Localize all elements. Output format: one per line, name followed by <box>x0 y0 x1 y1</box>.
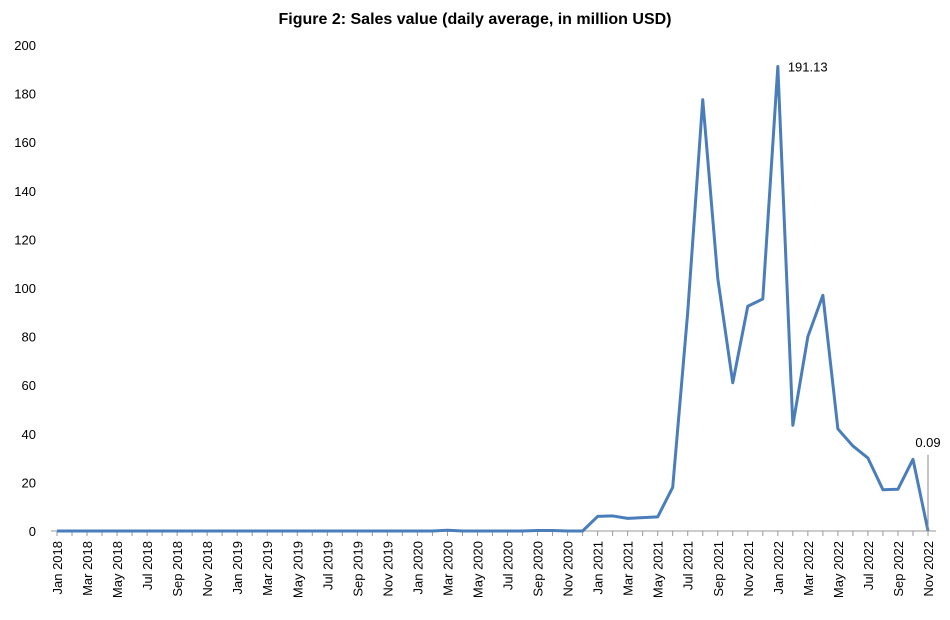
x-tick-label: Jan 2018 <box>50 541 65 595</box>
x-tick-label: Jan 2022 <box>771 541 786 595</box>
x-tick-label: Jan 2019 <box>230 541 245 595</box>
x-tick-label: Jul 2021 <box>681 541 696 590</box>
y-tick-label: 100 <box>14 281 36 296</box>
y-tick-label: 200 <box>14 38 36 53</box>
x-tick-label: Nov 2022 <box>921 541 936 597</box>
y-tick-label: 180 <box>14 87 36 102</box>
y-tick-label: 80 <box>22 330 36 345</box>
x-tick-label: Mar 2018 <box>80 541 95 596</box>
x-tick-label: Jan 2021 <box>591 541 606 595</box>
x-tick-label: Mar 2019 <box>260 541 275 596</box>
x-tick-label: Nov 2020 <box>561 541 576 597</box>
x-tick-label: Sep 2020 <box>531 541 546 597</box>
line-series <box>57 65 930 533</box>
y-tick-label: 60 <box>22 378 36 393</box>
x-tick-label: Sep 2022 <box>891 541 906 597</box>
x-tick-label: Mar 2021 <box>621 541 636 596</box>
chart-title: Figure 2: Sales value (daily average, in… <box>278 11 671 28</box>
data-label: 0.09 <box>915 435 940 450</box>
y-tick-label: 20 <box>22 475 36 490</box>
y-tick-label: 160 <box>14 135 36 150</box>
x-tick-label: Nov 2021 <box>741 541 756 597</box>
x-tick-label: Sep 2018 <box>170 541 185 597</box>
x-tick-label: Sep 2019 <box>350 541 365 597</box>
x-tick-label: Jul 2022 <box>861 541 876 590</box>
x-tick-label: Mar 2020 <box>440 541 455 596</box>
x-tick-label: Jul 2020 <box>501 541 516 590</box>
x-tick-label: May 2018 <box>110 541 125 598</box>
x-tick-label: Jul 2019 <box>320 541 335 590</box>
x-tick-label: Nov 2019 <box>380 541 395 597</box>
x-tick-label: May 2020 <box>470 541 485 598</box>
x-tick-label: May 2019 <box>290 541 305 598</box>
x-tick-label: Mar 2022 <box>801 541 816 596</box>
x-tick-label: May 2022 <box>831 541 846 598</box>
x-tick-label: Jan 2020 <box>410 541 425 595</box>
data-label: 191.13 <box>788 60 828 75</box>
y-tick-label: 40 <box>22 427 36 442</box>
x-tick-label: Sep 2021 <box>711 541 726 597</box>
x-tick-label: Jul 2018 <box>140 541 155 590</box>
y-tick-label: 0 <box>29 524 36 539</box>
x-tick-label: Nov 2018 <box>200 541 215 597</box>
y-tick-label: 140 <box>14 184 36 199</box>
x-tick-label: May 2021 <box>651 541 666 598</box>
y-tick-label: 120 <box>14 232 36 247</box>
